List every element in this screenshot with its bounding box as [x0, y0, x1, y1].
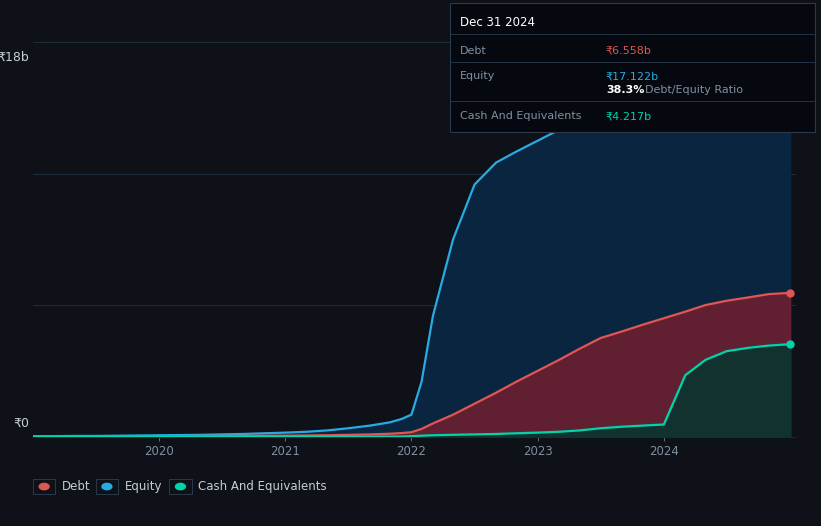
Text: Debt/Equity Ratio: Debt/Equity Ratio: [645, 86, 743, 96]
Text: Equity: Equity: [460, 72, 495, 82]
Text: ₹17.122b: ₹17.122b: [606, 72, 659, 82]
Text: Equity: Equity: [125, 480, 163, 493]
Text: Dec 31 2024: Dec 31 2024: [460, 16, 534, 29]
Text: ₹4.217b: ₹4.217b: [606, 112, 652, 122]
Text: Cash And Equivalents: Cash And Equivalents: [460, 112, 581, 122]
Text: Debt: Debt: [62, 480, 90, 493]
Text: ₹18b: ₹18b: [0, 51, 29, 64]
Text: ₹0: ₹0: [13, 417, 29, 430]
Text: Debt: Debt: [460, 46, 487, 56]
Text: 38.3%: 38.3%: [606, 86, 644, 96]
Text: Cash And Equivalents: Cash And Equivalents: [199, 480, 327, 493]
Text: ₹6.558b: ₹6.558b: [606, 46, 652, 56]
